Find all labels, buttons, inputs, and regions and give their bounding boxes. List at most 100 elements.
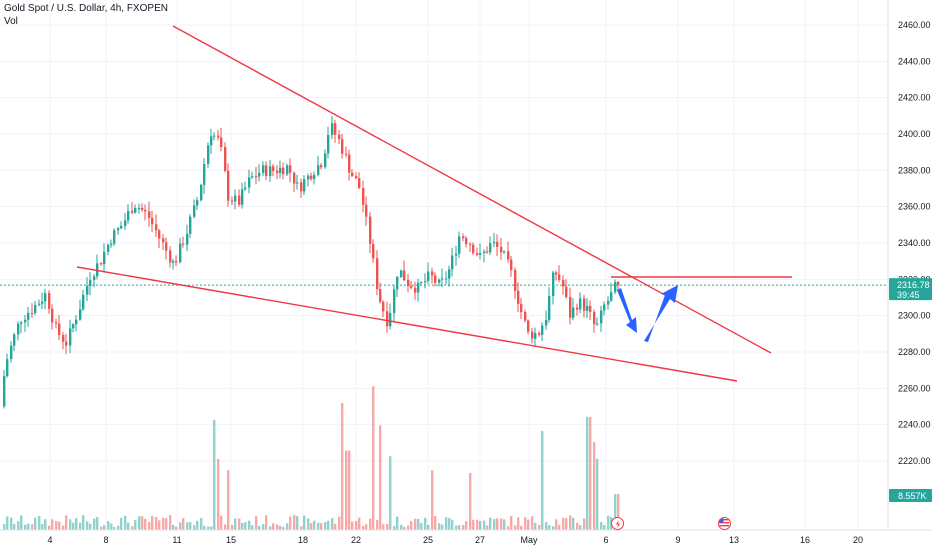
candle-body	[448, 269, 451, 279]
candle-body	[24, 319, 27, 323]
volume-bar	[524, 517, 527, 530]
candle-body	[476, 253, 479, 255]
candle-body	[165, 242, 168, 251]
volume-bar	[20, 515, 23, 530]
candle-body	[417, 282, 420, 293]
candle-body	[493, 242, 496, 244]
candle-body	[269, 166, 272, 177]
time-tick-label: 27	[475, 535, 485, 545]
candle-body	[358, 178, 361, 189]
candle-body	[189, 216, 192, 234]
volume-bar	[207, 526, 210, 530]
volume-bar	[165, 518, 168, 530]
volume-bar	[244, 522, 247, 530]
candle-body	[151, 218, 154, 225]
volume-bar	[27, 523, 30, 530]
volume-bar	[255, 515, 258, 530]
candle-body	[44, 293, 47, 302]
candle-body	[583, 298, 586, 311]
volume-bar	[376, 519, 379, 530]
us-flag-icon[interactable]	[718, 517, 731, 530]
candle-body	[351, 172, 354, 177]
candle-body	[286, 165, 289, 175]
candle-body	[89, 280, 92, 286]
volume-bar	[103, 525, 106, 530]
candle-body	[382, 301, 385, 312]
candle-body	[552, 272, 555, 297]
candle-body	[545, 319, 548, 326]
down-arrow	[617, 288, 637, 333]
time-tick-label: 13	[729, 535, 739, 545]
candle-body	[293, 172, 296, 184]
volume-bar	[379, 425, 382, 530]
candle-body	[69, 328, 72, 346]
volume-bar	[438, 523, 441, 530]
volume-bar	[262, 524, 265, 530]
price-tick-label: 2240.00	[898, 420, 931, 430]
candle-body	[200, 184, 203, 201]
candle-body	[186, 233, 189, 245]
volume-bar	[496, 518, 499, 530]
volume-bar	[493, 519, 496, 530]
candle-body	[393, 289, 396, 314]
candle-body	[317, 165, 320, 175]
volume-bar	[607, 515, 610, 530]
volume-bar	[369, 518, 372, 530]
volume-bar	[265, 515, 268, 530]
volume-bar	[545, 522, 548, 530]
volume-bar	[203, 525, 206, 530]
dividend-flash-icon[interactable]	[611, 517, 624, 530]
volume-bar	[393, 525, 396, 530]
volume-bar	[472, 519, 475, 530]
candle-body	[41, 301, 44, 304]
volume-bar	[303, 515, 306, 530]
candle-body	[276, 170, 279, 173]
candle-body	[496, 242, 499, 247]
symbol-title[interactable]: Gold Spot / U.S. Dollar, 4h, FXOPEN	[4, 3, 168, 14]
volume-bar	[238, 518, 241, 530]
price-tick-label: 2280.00	[898, 347, 931, 357]
price-tick-label: 2440.00	[898, 56, 931, 66]
volume-bar	[258, 525, 261, 530]
candle-body	[396, 276, 399, 290]
volume-bar	[31, 524, 34, 530]
volume-bar	[569, 515, 572, 530]
volume-bar	[358, 517, 361, 530]
up-arrow	[644, 285, 678, 342]
volume-bar	[486, 525, 489, 530]
candle-body	[144, 209, 147, 212]
volume-bar	[34, 517, 37, 530]
candle-body	[296, 182, 299, 184]
candle-body	[224, 147, 227, 171]
candle-body	[279, 167, 282, 173]
volume-bar	[134, 519, 137, 530]
volume-bar	[410, 521, 413, 530]
candle-body	[179, 243, 182, 263]
candle-body	[579, 298, 582, 310]
candle-body	[572, 307, 575, 318]
candle-body	[289, 165, 292, 173]
volume-bar	[210, 526, 213, 530]
candle-body	[62, 335, 65, 342]
candle-body	[231, 200, 234, 202]
volume-bar	[65, 515, 68, 530]
candle-body	[6, 359, 9, 377]
candle-body	[338, 134, 341, 140]
volume-bar	[296, 516, 299, 530]
candle-body	[541, 325, 544, 335]
volume-bar	[507, 526, 510, 530]
volume-bar	[155, 517, 158, 530]
volume-bar	[269, 526, 272, 530]
candle-body	[617, 282, 620, 286]
time-tick-label: May	[520, 535, 538, 545]
candle-body	[341, 139, 344, 154]
candle-body	[593, 311, 596, 325]
candle-body	[227, 170, 230, 201]
volume-bar	[213, 419, 216, 530]
candle-body	[379, 289, 382, 302]
candle-body	[27, 312, 30, 320]
price-tick-label: 2360.00	[898, 202, 931, 212]
candle-body	[210, 136, 213, 146]
candle-body	[244, 187, 247, 190]
